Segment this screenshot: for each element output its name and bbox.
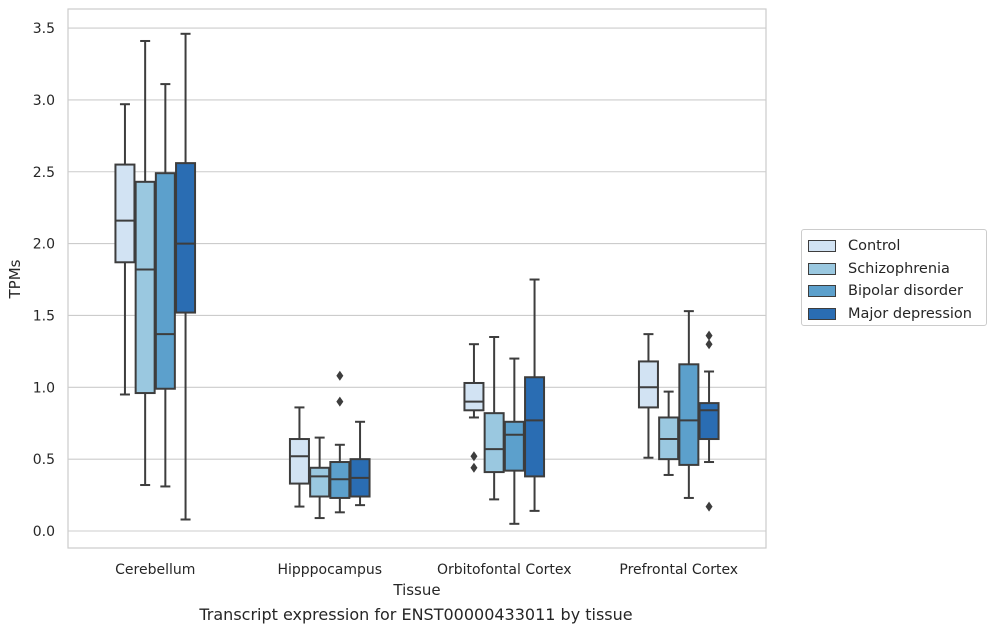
legend-label-major-depression: Major depression	[848, 305, 972, 322]
legend-item-schizophrenia: Schizophrenia	[802, 258, 986, 281]
outlier-point	[336, 396, 344, 407]
outlier-point	[470, 462, 478, 473]
x-axis-label: Tissue	[392, 581, 440, 599]
legend-label-bipolar-disorder: Bipolar disorder	[848, 283, 963, 300]
outlier-point	[470, 451, 478, 462]
legend-swatch-schizophrenia	[808, 262, 836, 275]
box-iqr	[678, 363, 700, 466]
box-orbitofontal-cortex-bipolar-disorder	[503, 357, 525, 525]
outlier-point	[336, 370, 344, 381]
box-cerebellum-schizophrenia	[134, 39, 156, 487]
x-tick-label: Prefrontal Cortex	[619, 562, 738, 578]
box-iqr	[637, 360, 659, 409]
box-iqr	[483, 412, 505, 474]
box-iqr	[288, 438, 310, 485]
box-prefrontal-cortex-major-depression	[698, 330, 720, 512]
box-hipppocampus-control	[288, 406, 310, 508]
box-iqr	[114, 163, 136, 264]
y-tick-label: 1.5	[33, 308, 55, 324]
box-iqr	[134, 180, 156, 395]
y-tick-label: 2.5	[33, 165, 55, 181]
outlier-point	[705, 330, 713, 341]
box-iqr	[503, 420, 525, 472]
box-cerebellum-bipolar-disorder	[154, 83, 176, 488]
legend-label-schizophrenia: Schizophrenia	[848, 260, 950, 277]
legend-item-control: Control	[802, 235, 986, 258]
chart-caption: Transcript expression for ENST0000043301…	[199, 605, 633, 624]
y-tick-label: 0.5	[33, 452, 55, 468]
box-prefrontal-cortex-control	[637, 333, 659, 459]
box-iqr	[524, 376, 546, 478]
x-tick-label: Orbitofontal Cortex	[437, 562, 572, 578]
box-iqr	[309, 466, 331, 498]
box-hipppocampus-schizophrenia	[309, 436, 331, 520]
x-tick-label: Hipppocampus	[277, 562, 382, 578]
box-orbitofontal-cortex-control	[463, 343, 485, 473]
outlier-point	[705, 339, 713, 350]
y-tick-label: 2.0	[33, 237, 55, 253]
y-axis-label: TPMs	[6, 259, 24, 299]
box-orbitofontal-cortex-schizophrenia	[483, 336, 505, 501]
box-cerebellum-major-depression	[175, 32, 197, 521]
y-tick-label: 1.0	[33, 380, 55, 396]
legend-item-bipolar-disorder: Bipolar disorder	[802, 280, 986, 303]
y-tick-label: 3.5	[33, 21, 55, 37]
legend-swatch-control	[808, 240, 836, 253]
box-prefrontal-cortex-schizophrenia	[658, 390, 680, 476]
legend-swatch-bipolar-disorder	[808, 285, 836, 298]
x-tick-label: Cerebellum	[115, 562, 195, 578]
legend-label-control: Control	[848, 238, 901, 255]
box-prefrontal-cortex-bipolar-disorder	[678, 310, 700, 499]
box-iqr	[698, 402, 720, 441]
y-tick-label: 3.0	[33, 93, 55, 109]
legend-item-major-depression: Major depression	[802, 303, 986, 326]
outlier-point	[705, 501, 713, 512]
box-cerebellum-control	[114, 103, 136, 396]
box-iqr	[154, 172, 176, 390]
box-iqr	[175, 162, 197, 314]
box-hipppocampus-major-depression	[349, 420, 371, 507]
legend-swatch-major-depression	[808, 307, 836, 320]
legend: Control Schizophrenia Bipolar disorder M…	[801, 229, 987, 326]
box-iqr	[463, 381, 485, 412]
y-tick-label: 0.0	[33, 524, 55, 540]
box-orbitofontal-cortex-major-depression	[524, 278, 546, 512]
box-hipppocampus-bipolar-disorder	[329, 370, 351, 514]
